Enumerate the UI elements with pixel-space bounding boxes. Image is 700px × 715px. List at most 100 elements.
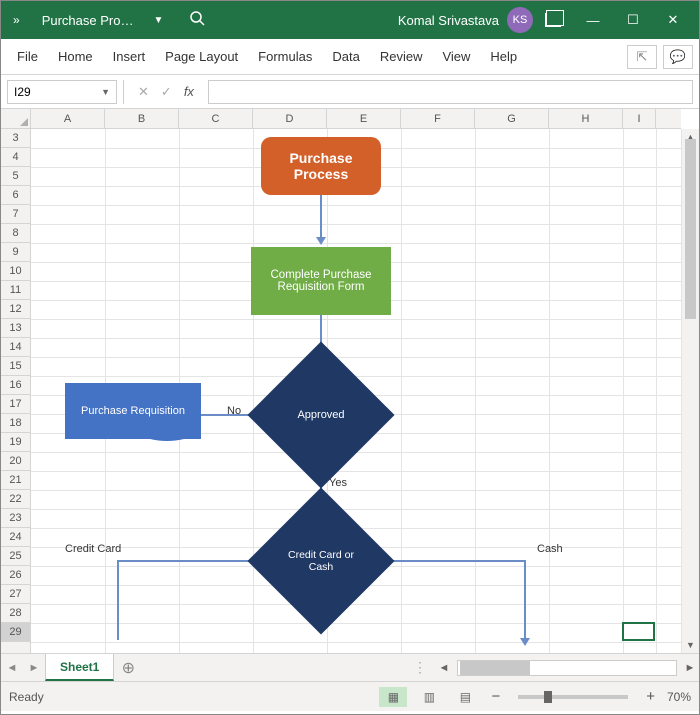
row-header-5[interactable]: 5: [1, 167, 30, 186]
node-start[interactable]: Purchase Process: [261, 137, 381, 195]
row-header-13[interactable]: 13: [1, 319, 30, 338]
fx-icon[interactable]: fx: [184, 84, 194, 99]
maximize-icon[interactable]: ☐: [613, 1, 653, 39]
col-header-I[interactable]: I: [623, 109, 656, 128]
node-requisition-label: Purchase Requisition: [81, 405, 185, 417]
row-header-9[interactable]: 9: [1, 243, 30, 262]
cancel-formula-icon[interactable]: ✕: [138, 84, 149, 100]
arrow-start-to-form: [320, 195, 322, 239]
col-header-C[interactable]: C: [179, 109, 253, 128]
node-form[interactable]: Complete Purchase Requisition Form: [251, 247, 391, 315]
row-header-14[interactable]: 14: [1, 338, 30, 357]
horizontal-scroll-thumb[interactable]: [460, 661, 530, 675]
tab-insert[interactable]: Insert: [103, 39, 156, 74]
arrowhead-1: [316, 237, 326, 245]
row-header-7[interactable]: 7: [1, 205, 30, 224]
user-account[interactable]: Komal Srivastava KS: [398, 7, 533, 33]
row-header-29[interactable]: 29: [1, 623, 30, 642]
row-header-21[interactable]: 21: [1, 471, 30, 490]
col-header-D[interactable]: D: [253, 109, 327, 128]
sheet-nav-next-icon[interactable]: ►: [23, 662, 45, 674]
row-header-17[interactable]: 17: [1, 395, 30, 414]
hscroll-right-icon[interactable]: ►: [681, 662, 699, 674]
row-header-4[interactable]: 4: [1, 148, 30, 167]
zoom-value: 70%: [667, 690, 691, 704]
row-header-18[interactable]: 18: [1, 414, 30, 433]
row-header-6[interactable]: 6: [1, 186, 30, 205]
quickaccess-more-icon[interactable]: »: [7, 13, 26, 27]
name-box-value: I29: [14, 85, 31, 99]
view-page-break-icon[interactable]: ▤: [451, 687, 479, 707]
row-header-23[interactable]: 23: [1, 509, 30, 528]
row-header-8[interactable]: 8: [1, 224, 30, 243]
vertical-scrollbar[interactable]: ▲ ▼: [681, 129, 699, 653]
col-header-F[interactable]: F: [401, 109, 475, 128]
view-normal-icon[interactable]: ▦: [379, 687, 407, 707]
row-header-19[interactable]: 19: [1, 433, 30, 452]
arrowhead-cash: [520, 638, 530, 646]
document-name: Purchase Pro…: [34, 13, 142, 28]
horizontal-scrollbar[interactable]: [457, 660, 677, 676]
row-header-27[interactable]: 27: [1, 585, 30, 604]
node-form-label: Complete Purchase Requisition Form: [251, 269, 391, 293]
select-all-corner[interactable]: [1, 109, 31, 129]
hscroll-left-icon[interactable]: ◄: [435, 662, 453, 674]
tab-data[interactable]: Data: [322, 39, 369, 74]
tab-review[interactable]: Review: [370, 39, 433, 74]
tab-file[interactable]: File: [7, 39, 48, 74]
col-header-A[interactable]: A: [31, 109, 105, 128]
tab-formulas[interactable]: Formulas: [248, 39, 322, 74]
comments-icon[interactable]: 💬: [663, 45, 693, 69]
row-header-3[interactable]: 3: [1, 129, 30, 148]
sheet-tab[interactable]: Sheet1: [45, 654, 114, 681]
node-approved[interactable]: Approved: [269, 363, 373, 467]
ribbon-options-icon[interactable]: [533, 1, 573, 39]
document-dropdown-icon[interactable]: ▼: [149, 15, 167, 26]
accept-formula-icon[interactable]: ✓: [161, 84, 172, 100]
search-icon[interactable]: [175, 10, 219, 30]
view-page-layout-icon[interactable]: ▥: [415, 687, 443, 707]
ribbon-tabs: File Home Insert Page Layout Formulas Da…: [1, 39, 699, 75]
minimize-icon[interactable]: —: [573, 1, 613, 39]
row-header-15[interactable]: 15: [1, 357, 30, 376]
col-header-G[interactable]: G: [475, 109, 549, 128]
node-payment[interactable]: Credit Card or Cash: [269, 509, 373, 613]
zoom-thumb[interactable]: [544, 691, 552, 703]
edge-label-yes: Yes: [329, 477, 347, 489]
node-requisition[interactable]: Purchase Requisition: [65, 383, 201, 439]
row-header-20[interactable]: 20: [1, 452, 30, 471]
col-header-H[interactable]: H: [549, 109, 623, 128]
name-box-dropdown-icon[interactable]: ▼: [101, 87, 110, 97]
formula-input[interactable]: [208, 80, 693, 104]
tabstrip-split-icon[interactable]: ⋮: [405, 659, 435, 676]
close-icon[interactable]: ✕: [653, 1, 693, 39]
col-header-B[interactable]: B: [105, 109, 179, 128]
row-header-28[interactable]: 28: [1, 604, 30, 623]
zoom-out-icon[interactable]: −: [487, 688, 504, 705]
tab-page-layout[interactable]: Page Layout: [155, 39, 248, 74]
vertical-scroll-thumb[interactable]: [685, 139, 696, 319]
zoom-slider[interactable]: [518, 695, 628, 699]
row-header-25[interactable]: 25: [1, 547, 30, 566]
node-approved-label: Approved: [269, 363, 373, 467]
tab-help[interactable]: Help: [480, 39, 527, 74]
row-header-16[interactable]: 16: [1, 376, 30, 395]
scroll-down-icon[interactable]: ▼: [682, 637, 699, 653]
row-header-10[interactable]: 10: [1, 262, 30, 281]
row-header-12[interactable]: 12: [1, 300, 30, 319]
add-sheet-icon[interactable]: ⊕: [114, 658, 142, 678]
row-header-22[interactable]: 22: [1, 490, 30, 509]
user-name: Komal Srivastava: [398, 13, 499, 28]
col-header-E[interactable]: E: [327, 109, 401, 128]
tab-home[interactable]: Home: [48, 39, 103, 74]
sheet-nav-prev-icon[interactable]: ◄: [1, 662, 23, 674]
name-box[interactable]: I29 ▼: [7, 80, 117, 104]
row-header-24[interactable]: 24: [1, 528, 30, 547]
row-header-11[interactable]: 11: [1, 281, 30, 300]
tab-view[interactable]: View: [432, 39, 480, 74]
zoom-in-icon[interactable]: +: [642, 688, 659, 705]
status-ready: Ready: [9, 690, 44, 704]
row-header-26[interactable]: 26: [1, 566, 30, 585]
edge-label-cash: Cash: [537, 543, 563, 555]
share-icon[interactable]: ⇱: [627, 45, 657, 69]
